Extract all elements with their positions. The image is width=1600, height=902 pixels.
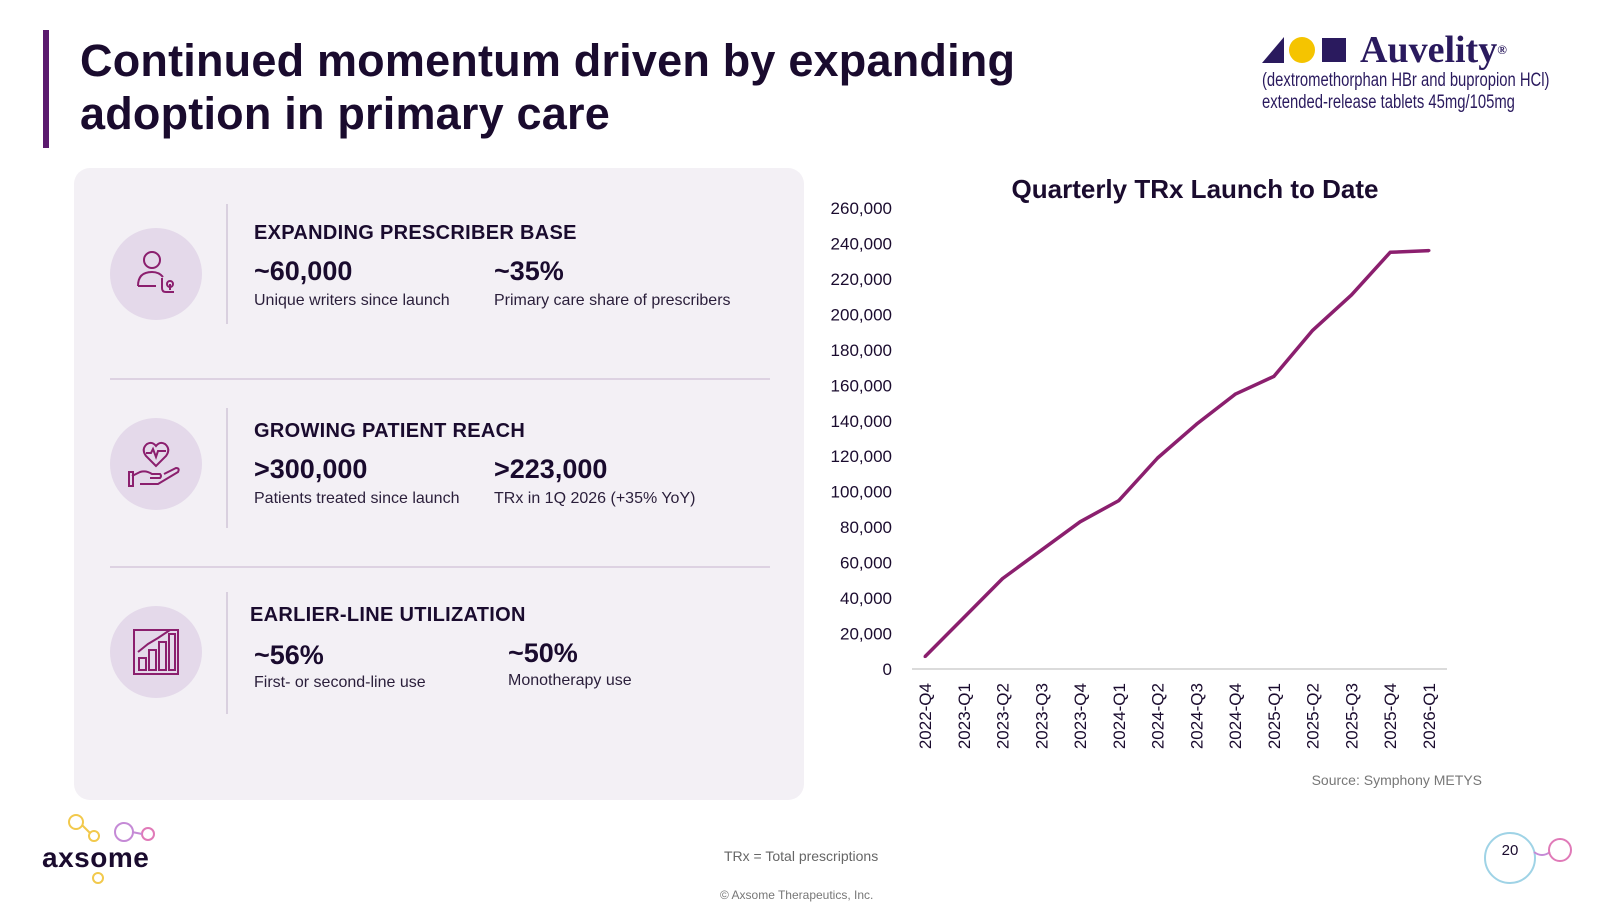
row-title: EXPANDING PRESCRIBER BASE bbox=[254, 222, 577, 244]
footnote: TRx = Total prescriptions bbox=[724, 848, 879, 864]
y-tick-label: 180,000 bbox=[831, 341, 892, 360]
auvelity-logo: Auvelity® (dextromethorphan HBr and bupr… bbox=[1262, 30, 1572, 120]
highlight-earlier-line: EARLIER-LINE UTILIZATION ~56% First- or … bbox=[74, 592, 804, 788]
x-tick-label: 2025-Q2 bbox=[1304, 683, 1323, 749]
stat-label: Monotherapy use bbox=[508, 672, 632, 689]
data-point bbox=[1078, 520, 1082, 524]
page-number: 20 bbox=[1501, 842, 1519, 859]
data-point bbox=[1194, 422, 1198, 426]
slide-title-line1: Continued momentum driven by expanding bbox=[80, 35, 1016, 86]
x-tick-label: 2024-Q3 bbox=[1187, 683, 1206, 749]
y-axis: 0 20,000 40,000 60,000 80,000 100,000 120,000 1… bbox=[831, 199, 892, 679]
axsome-molecule-icon bbox=[68, 814, 155, 884]
y-tick-label: 100,000 bbox=[831, 483, 892, 502]
stat-label: Primary care share of prescribers bbox=[494, 292, 731, 309]
y-tick-label: 200,000 bbox=[831, 305, 892, 324]
chart-source: Source: Symphony METYS bbox=[1312, 772, 1482, 788]
data-point bbox=[1156, 456, 1160, 460]
stat-label: TRx in 1Q 2026 (+35% YoY) bbox=[494, 490, 696, 507]
heart-hand-icon bbox=[128, 441, 180, 487]
data-point bbox=[1349, 293, 1353, 297]
row-divider-vertical bbox=[226, 592, 228, 714]
y-tick-label: 80,000 bbox=[840, 518, 892, 537]
data-point bbox=[1272, 374, 1276, 378]
highlight-prescriber-base: EXPANDING PRESCRIBER BASE ~60,000 Unique… bbox=[74, 204, 804, 392]
row-divider bbox=[110, 378, 770, 380]
x-tick-label: 2024-Q4 bbox=[1226, 683, 1245, 749]
stat-value: >300,000 bbox=[254, 454, 368, 484]
brand-subtitle-line2: extended-release tablets 45mg/105mg bbox=[1262, 92, 1515, 113]
icon-circle bbox=[110, 606, 202, 698]
copyright: © Axsome Therapeutics, Inc. bbox=[720, 888, 874, 902]
slide-title-line2: adoption in primary care bbox=[80, 88, 610, 139]
row-title: GROWING PATIENT REACH bbox=[254, 420, 526, 442]
chart-svg: Quarterly TRx Launch to Date 0 20,000 40,0… bbox=[831, 174, 1482, 788]
stat-label: Patients treated since launch bbox=[254, 490, 460, 507]
stat-value: ~60,000 bbox=[254, 256, 353, 286]
highlights-panel: EXPANDING PRESCRIBER BASE ~60,000 Unique… bbox=[74, 168, 804, 800]
data-point bbox=[1427, 249, 1431, 253]
row-divider bbox=[110, 566, 770, 568]
x-tick-label: 2022-Q4 bbox=[916, 683, 935, 749]
brand-name: Auvelity® bbox=[1360, 29, 1507, 71]
stat-label: Unique writers since launch bbox=[254, 292, 450, 309]
x-tick-label: 2024-Q2 bbox=[1149, 683, 1168, 749]
y-tick-label: 240,000 bbox=[831, 234, 892, 253]
brand-shapes-icon bbox=[1262, 37, 1346, 63]
series-line bbox=[923, 248, 1430, 658]
row-title: EARLIER-LINE UTILIZATION bbox=[250, 604, 526, 626]
data-point bbox=[1233, 392, 1237, 396]
registered-mark: ® bbox=[1497, 42, 1507, 57]
x-tick-label: 2025-Q4 bbox=[1381, 683, 1400, 749]
stat-label: First- or second-line use bbox=[254, 674, 426, 691]
x-tick-label: 2024-Q1 bbox=[1110, 683, 1129, 749]
icon-circle bbox=[110, 228, 202, 320]
data-points bbox=[923, 249, 1431, 659]
y-tick-label: 40,000 bbox=[840, 589, 892, 608]
x-tick-label: 2025-Q1 bbox=[1265, 683, 1284, 749]
page-number-badge: 20 bbox=[1484, 828, 1574, 888]
x-tick-label: 2023-Q3 bbox=[1032, 683, 1051, 749]
x-tick-label: 2023-Q4 bbox=[1071, 683, 1090, 749]
slide-title: Continued momentum driven by expanding a… bbox=[80, 34, 1080, 140]
row-divider-vertical bbox=[226, 204, 228, 324]
y-tick-label: 20,000 bbox=[840, 625, 892, 644]
title-accent-bar bbox=[43, 30, 49, 148]
data-point bbox=[1117, 499, 1121, 503]
bar-chart-icon bbox=[133, 629, 179, 675]
axsome-wordmark: axsome bbox=[42, 842, 150, 873]
y-tick-label: 0 bbox=[883, 660, 892, 679]
data-point bbox=[923, 655, 927, 659]
icon-circle bbox=[110, 418, 202, 510]
y-tick-label: 160,000 bbox=[831, 376, 892, 395]
y-tick-label: 260,000 bbox=[831, 199, 892, 218]
x-axis: 2022-Q4 2023-Q1 2023-Q2 2023-Q3 2023-Q4 2024-… bbox=[916, 683, 1439, 749]
y-tick-label: 60,000 bbox=[840, 554, 892, 573]
data-point bbox=[1039, 548, 1043, 552]
data-point bbox=[962, 616, 966, 620]
y-tick-label: 120,000 bbox=[831, 447, 892, 466]
row-divider-vertical bbox=[226, 408, 228, 528]
highlight-patient-reach: GROWING PATIENT REACH >300,000 Patients … bbox=[74, 408, 804, 600]
axsome-logo: axsome bbox=[40, 810, 180, 890]
data-point bbox=[1388, 250, 1392, 254]
trx-line-chart: Quarterly TRx Launch to Date 0 20,000 40,0… bbox=[820, 165, 1520, 805]
data-point bbox=[1311, 328, 1315, 332]
stat-value: ~50% bbox=[508, 638, 578, 668]
x-tick-label: 2023-Q1 bbox=[955, 683, 974, 749]
x-tick-label: 2026-Q1 bbox=[1420, 683, 1439, 749]
stat-value: >223,000 bbox=[494, 454, 608, 484]
data-point bbox=[1001, 577, 1005, 581]
chart-title: Quarterly TRx Launch to Date bbox=[1012, 174, 1379, 204]
x-tick-label: 2025-Q3 bbox=[1342, 683, 1361, 749]
stat-value: ~35% bbox=[494, 256, 564, 286]
y-tick-label: 140,000 bbox=[831, 412, 892, 431]
prescriber-icon bbox=[137, 251, 174, 293]
brand-subtitle-line1: (dextromethorphan HBr and bupropion HCl) bbox=[1262, 70, 1550, 91]
page-badge-shape-icon bbox=[1484, 832, 1572, 884]
y-tick-label: 220,000 bbox=[831, 270, 892, 289]
x-tick-label: 2023-Q2 bbox=[994, 683, 1013, 749]
stat-value: ~56% bbox=[254, 640, 324, 670]
